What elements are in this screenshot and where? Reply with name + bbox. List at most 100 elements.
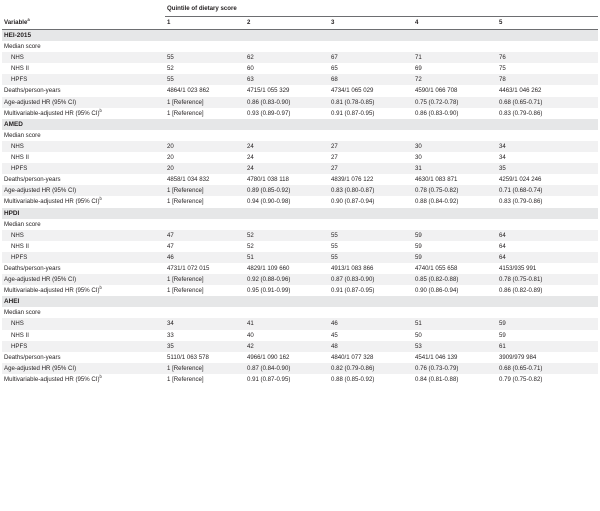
age-adjusted-hr-label-text: Age-adjusted HR (95% CI) [4, 364, 77, 372]
quintile-5-cell: 4153/935 991 [499, 264, 537, 272]
median-score-row: Median score [2, 307, 598, 318]
cohort-label-text: NHS II [11, 65, 29, 73]
quintile-2-cell: 62 [245, 52, 329, 64]
age-adjusted-hr-label-text: Age-adjusted HR (95% CI) [4, 276, 77, 284]
quintile-5-cell: 4463/1 046 262 [499, 87, 542, 95]
quintile-2-cell: 0.92 (0.88-0.96) [245, 274, 329, 286]
empty-cell [245, 130, 329, 141]
cohort-label-text: HPFS [11, 253, 28, 261]
cohort-label: NHS [2, 229, 165, 241]
median-score-label-text: Median score [4, 309, 41, 317]
empty-cell [329, 130, 413, 141]
cohort-label: NHS [2, 52, 165, 64]
quintile-4-cell: 0.90 (0.86-0.94) [415, 287, 459, 295]
empty-cell [329, 219, 413, 230]
cohort-row: NHS 34 41 46 51 59 [2, 318, 599, 330]
quintile-3-cell: 0.83 (0.80-0.87) [329, 185, 413, 197]
cohort-row: HPFS 46 51 55 59 64 [2, 251, 599, 263]
multivariable-hr-row: Multivariable-adjusted HR (95% CI)b 1 [Re… [2, 108, 598, 119]
multivariable-hr-label-text: Multivariable-adjusted HR (95% CI) [4, 375, 100, 383]
quintile-2-cell: 60 [247, 65, 254, 73]
quintile-2-cell: 41 [245, 318, 329, 330]
age-adjusted-hr-row: Age-adjusted HR (95% CI) 1 [Reference] 0.9… [2, 274, 599, 286]
quintile-1-cell: 4731/1 072 015 [167, 264, 210, 272]
table-body: HEI-2015 Median score NHS 55 62 67 71 76 NHS II 5… [2, 29, 599, 386]
deaths-row: Deaths/person-years 5110/1 063 578 4966/1 … [2, 352, 598, 363]
quintile-3-cell: 65 [331, 65, 338, 73]
header-row-1: Quintile of dietary score [2, 2, 599, 17]
quintile-4-cell: 4740/1 055 658 [415, 264, 458, 272]
deaths-row: Deaths/person-years 4864/1 023 862 4715/1 … [2, 85, 598, 96]
quintile-4-cell: 30 [413, 140, 497, 153]
quintile-3-cell: 46 [329, 318, 413, 330]
quintile-4-cell: 0.86 (0.83-0.90) [415, 109, 459, 117]
quintile-1-cell: 4858/1 034 832 [167, 176, 210, 184]
quintile-1-cell: 55 [165, 74, 245, 86]
cohort-label: NHS [2, 318, 165, 330]
cohort-label-text: NHS [11, 320, 24, 328]
cohort-label-text: NHS II [11, 242, 29, 250]
header-row-2: Variablea 1 2 3 4 5 [2, 16, 599, 30]
cohort-label: NHS II [2, 152, 165, 163]
median-score-row: Median score [2, 130, 598, 141]
quintile-2-cell: 24 [245, 163, 329, 175]
multivariable-hr-row: Multivariable-adjusted HR (95% CI)b 1 [Re… [2, 196, 598, 207]
age-adjusted-hr-label: Age-adjusted HR (95% CI) [2, 274, 165, 286]
median-score-label: Median score [2, 307, 165, 318]
quintile-1-cell: 35 [165, 340, 245, 352]
header-spacer [2, 2, 165, 17]
empty-cell [165, 219, 245, 230]
quintile-5-cell: 34 [497, 140, 599, 153]
quintile-2-cell: 52 [247, 242, 254, 250]
footnote-marker: b [99, 373, 102, 379]
quintile-5-cell: 64 [499, 242, 506, 250]
multivariable-hr-label-text: Multivariable-adjusted HR (95% CI) [4, 287, 100, 295]
quintile-2-cell: 40 [247, 331, 254, 339]
quintile-2-cell: 4780/1 038 118 [247, 176, 289, 184]
quintile-3-cell: 27 [329, 163, 413, 175]
quintile-2-cell: 42 [245, 340, 329, 352]
quintile-2-cell: 0.94 (0.90-0.98) [247, 198, 291, 206]
variable-footnote-marker: a [27, 16, 30, 22]
quintile-5-cell: 4259/1 024 246 [499, 176, 542, 184]
footnote-marker: b [99, 107, 102, 113]
cohort-label: HPFS [2, 163, 165, 175]
age-adjusted-hr-label: Age-adjusted HR (95% CI) [2, 185, 165, 197]
quintile-2-cell: 0.89 (0.85-0.92) [245, 185, 329, 197]
section-title: HEI-2015 [2, 29, 599, 42]
quintile-4-cell: 72 [413, 74, 497, 86]
deaths-label: Deaths/person-years [2, 85, 165, 96]
cohort-label-text: HPFS [11, 76, 28, 84]
cohort-label-text: NHS [11, 231, 24, 239]
multivariable-hr-label: Multivariable-adjusted HR (95% CI)b [2, 108, 165, 119]
quintile-5-cell: 0.68 (0.65-0.71) [497, 362, 599, 374]
quintile-3-cell: 48 [329, 340, 413, 352]
cohort-row: HPFS 35 42 48 53 61 [2, 340, 599, 352]
median-score-label: Median score [2, 41, 165, 52]
quintile-1-cell: 46 [165, 251, 245, 263]
quintile-3-cell: 27 [329, 140, 413, 153]
quintile-3-cell: 55 [331, 242, 338, 250]
quintile-3-cell: 27 [331, 154, 338, 162]
cohort-label: HPFS [2, 251, 165, 263]
quintile-3-cell: 4734/1 065 029 [331, 87, 374, 95]
section-title: AMED [2, 118, 599, 130]
quintile-5-cell: 3909/979 984 [499, 353, 537, 361]
median-score-label-text: Median score [4, 43, 41, 51]
quintile-5-cell: 35 [497, 163, 599, 175]
section-title: AHEI [2, 296, 599, 308]
quintile-1-cell: 1 [Reference] [167, 375, 204, 383]
quintile-1-cell: 52 [167, 65, 174, 73]
quintile-5-cell: 59 [497, 318, 599, 330]
section-header-row: AHEI [2, 296, 599, 308]
quintile-heading: Quintile of dietary score [165, 2, 599, 17]
quintile-5-cell: 0.79 (0.75-0.82) [499, 375, 543, 383]
multivariable-hr-row: Multivariable-adjusted HR (95% CI)b 1 [Re… [2, 374, 598, 385]
cohort-label: HPFS [2, 340, 165, 352]
quintile-4-cell: 0.78 (0.75-0.82) [413, 185, 497, 197]
empty-cell [497, 130, 598, 141]
quintile-1-cell: 5110/1 063 578 [167, 353, 209, 361]
quintile-4-cell: 0.85 (0.82-0.88) [413, 274, 497, 286]
empty-cell [413, 307, 497, 318]
quintile-5-cell: 64 [497, 229, 599, 241]
